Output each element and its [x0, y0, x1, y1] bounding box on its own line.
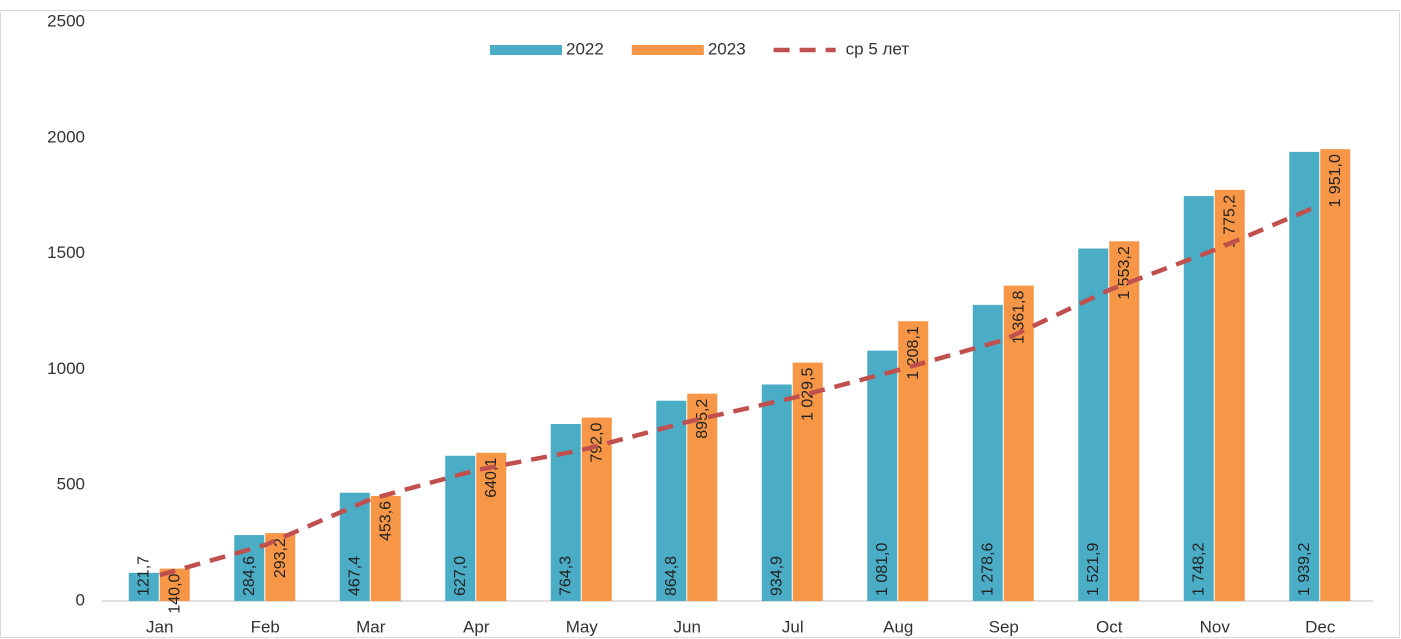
data-label: 792,0: [588, 422, 605, 462]
data-label: 640,1: [483, 458, 500, 498]
y-tick-label: 1000: [47, 359, 85, 378]
x-tick-label: Oct: [1096, 617, 1123, 636]
bar: [687, 393, 718, 601]
bar: [1289, 151, 1320, 601]
x-tick-label: Jul: [782, 617, 804, 636]
bar: [1078, 248, 1109, 601]
data-label: 453,6: [377, 501, 394, 541]
y-tick-label: 2500: [47, 11, 85, 30]
y-tick-label: 0: [76, 590, 85, 609]
bar: [128, 572, 159, 601]
data-label: 627,0: [452, 556, 469, 596]
data-label: 467,4: [346, 556, 363, 596]
y-tick-label: 500: [57, 475, 85, 494]
data-label: 1 029,5: [799, 367, 816, 420]
bar: [1183, 196, 1214, 601]
bar: [234, 535, 265, 601]
bar: [445, 455, 476, 601]
data-label: 764,3: [557, 556, 574, 596]
data-label: 1 208,1: [905, 326, 922, 379]
x-tick-label: May: [566, 617, 599, 636]
x-tick-label: Aug: [883, 617, 913, 636]
chart-border: [0, 10, 1400, 638]
bar: [1320, 149, 1351, 601]
bar: [972, 304, 1003, 601]
bar: [656, 400, 687, 601]
data-label: 293,2: [272, 538, 289, 578]
x-tick-label: Mar: [356, 617, 386, 636]
x-tick-label: Jan: [146, 617, 173, 636]
data-label: 140,0: [166, 573, 183, 613]
x-tick-label: Nov: [1200, 617, 1231, 636]
y-tick-label: 1500: [47, 243, 85, 262]
bar: [370, 495, 401, 601]
x-tick-label: Jun: [674, 617, 701, 636]
bar: [1214, 189, 1245, 601]
bar: [1003, 285, 1034, 601]
data-label: 1 081,0: [874, 543, 891, 596]
data-label: 934,9: [768, 556, 785, 596]
data-label: 1 748,2: [1190, 543, 1207, 596]
bar: [476, 452, 507, 601]
data-label: 284,6: [241, 556, 258, 596]
data-label: 1 278,6: [979, 543, 996, 596]
data-label: 1 553,2: [1116, 246, 1133, 299]
bar: [1109, 241, 1140, 602]
bar: [792, 362, 823, 601]
bar: [761, 384, 792, 601]
legend-label: 2023: [708, 39, 746, 58]
data-label: 1 951,0: [1327, 154, 1344, 207]
y-tick-label: 2000: [47, 127, 85, 146]
data-label: 864,8: [663, 556, 680, 596]
x-tick-label: Apr: [463, 617, 490, 636]
legend-swatch: [631, 45, 704, 55]
x-tick-label: Sep: [989, 617, 1019, 636]
data-label: 121,7: [135, 556, 152, 596]
legend-swatch: [490, 45, 562, 55]
data-label: 1 775,2: [1221, 195, 1238, 248]
data-label: 1 939,2: [1296, 543, 1313, 596]
bar: [867, 350, 898, 601]
legend-label: ср 5 лет: [846, 39, 910, 58]
data-label: 895,2: [694, 399, 711, 439]
legend-label: 2022: [566, 39, 604, 58]
x-tick-label: Feb: [251, 617, 280, 636]
line-series: [159, 202, 1322, 578]
x-tick-label: Dec: [1305, 617, 1336, 636]
data-label: 1 521,9: [1085, 543, 1102, 596]
